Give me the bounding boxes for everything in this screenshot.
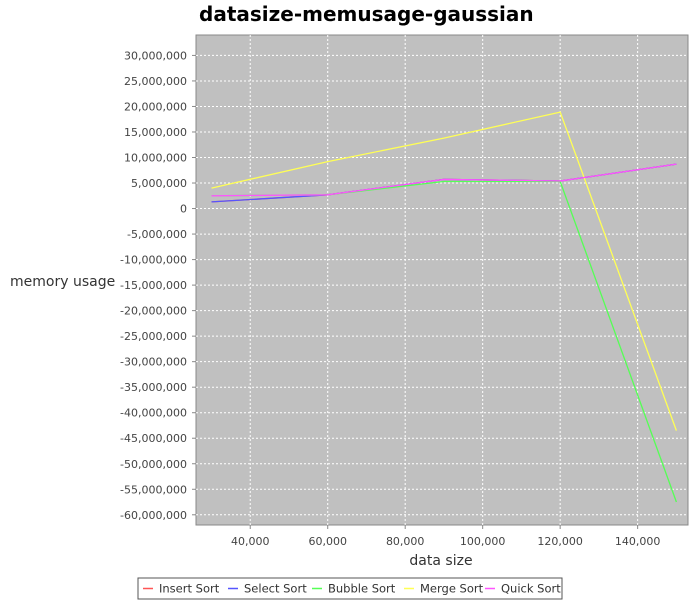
legend-label: Insert Sort — [159, 582, 220, 596]
y-axis-label: memory usage — [10, 274, 115, 290]
grid — [196, 35, 688, 525]
y-tick-label: 15,000,000 — [124, 126, 187, 139]
x-tick-label: 100,000 — [460, 535, 506, 548]
y-tick-label: 30,000,000 — [124, 49, 187, 62]
y-axis-ticks: 30,000,000 25,000,000 20,000,000 15,000,000… — [120, 49, 196, 522]
legend-label: Select Sort — [244, 582, 307, 596]
legend-item-select-sort: Select Sort — [228, 582, 307, 596]
y-tick-label: -50,000,000 — [120, 458, 187, 471]
series-line-quick-sort — [211, 163, 677, 197]
legend-label: Merge Sort — [420, 582, 484, 596]
series-line-merge-sort — [211, 111, 678, 431]
legend-item-bubble-sort: Bubble Sort — [312, 582, 396, 596]
x-tick-label: 40,000 — [231, 535, 270, 548]
legend-item-merge-sort: Merge Sort — [404, 582, 484, 596]
y-tick-label: -20,000,000 — [120, 305, 187, 318]
y-tick-label: -40,000,000 — [120, 407, 187, 420]
x-tick-label: 60,000 — [308, 535, 347, 548]
legend-items: Insert Sort Select Sort Bubble Sort Merge S… — [143, 582, 561, 596]
x-axis-ticks: 40,000 60,000 80,000 100,000 120,000 140,000 — [231, 525, 660, 548]
y-tick-label: -10,000,000 — [120, 254, 187, 267]
y-tick-label: 20,000,000 — [124, 100, 187, 113]
x-tick-label: 120,000 — [537, 535, 583, 548]
y-tick-label: -55,000,000 — [120, 483, 187, 496]
legend: Insert Sort Select Sort Bubble Sort Merge S… — [137, 577, 563, 600]
y-tick-label: 10,000,000 — [124, 152, 187, 165]
x-axis-label: data size — [409, 553, 472, 569]
y-tick-label: -5,000,000 — [127, 228, 187, 241]
legend-label: Bubble Sort — [328, 582, 396, 596]
y-tick-label: -35,000,000 — [120, 381, 187, 394]
y-tick-label: 25,000,000 — [124, 75, 187, 88]
x-tick-label: 140,000 — [615, 535, 661, 548]
legend-label: Quick Sort — [501, 582, 561, 596]
chart-title: datasize-memusage-gaussian — [199, 2, 534, 26]
series-lines — [211, 111, 678, 503]
y-tick-label: -45,000,000 — [120, 432, 187, 445]
y-tick-label: -30,000,000 — [120, 356, 187, 369]
x-tick-label: 80,000 — [386, 535, 425, 548]
y-tick-label: -15,000,000 — [120, 279, 187, 292]
legend-box — [137, 577, 563, 600]
legend-item-insert-sort: Insert Sort — [143, 582, 220, 596]
y-tick-label: 0 — [180, 203, 187, 216]
legend-item-quick-sort: Quick Sort — [485, 582, 561, 596]
plot-area — [195, 34, 689, 526]
y-tick-label: -25,000,000 — [120, 330, 187, 343]
y-tick-label: 5,000,000 — [131, 177, 187, 190]
y-tick-label: -60,000,000 — [120, 509, 187, 522]
